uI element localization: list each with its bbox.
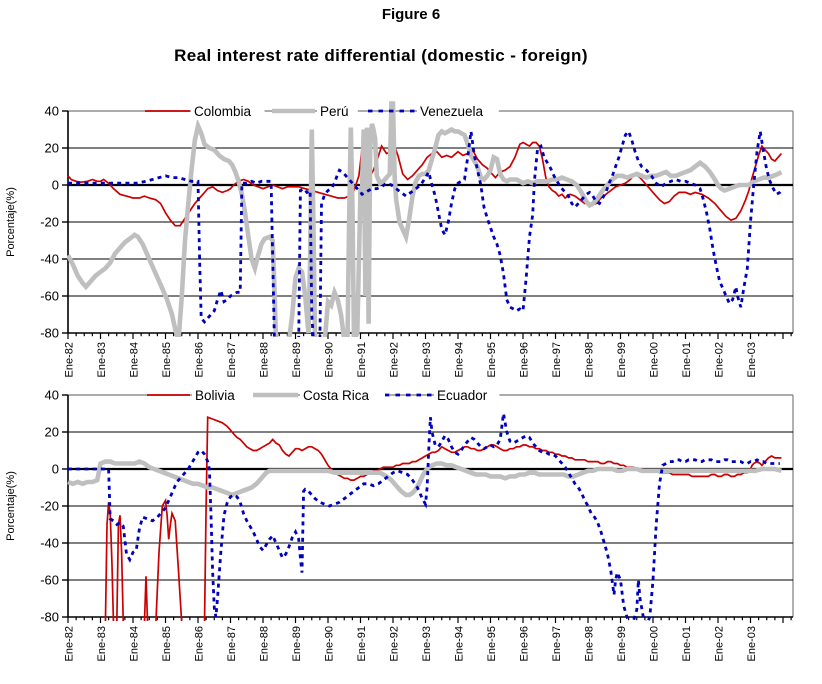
x-tick-label: Ene-86 — [194, 626, 206, 661]
x-tick-label: Ene-96 — [519, 342, 531, 377]
x-tick-label: Ene-90 — [324, 342, 336, 377]
x-tick-label: Ene-88 — [259, 626, 271, 661]
x-tick-label: Ene-01 — [681, 342, 693, 377]
y-tick-label: 0 — [52, 178, 59, 193]
x-tick-label: Ene-03 — [746, 342, 758, 377]
y-tick-label: 0 — [52, 462, 59, 477]
y-tick-label: -60 — [40, 289, 59, 304]
legend-label: Costa Rica — [303, 388, 370, 403]
y-axis-title: Porcentaje(%) — [5, 471, 17, 541]
y-tick-label: 40 — [45, 388, 59, 403]
x-tick-label: Ene-83 — [96, 342, 108, 377]
legend-label-bg — [417, 102, 499, 120]
series-line-perú — [67, 101, 783, 337]
x-tick-label: Ene-03 — [746, 626, 758, 661]
x-tick-label: Ene-97 — [551, 626, 563, 661]
legend-item-costa-rica: Costa Rica — [253, 386, 390, 404]
y-tick-label: -80 — [40, 326, 59, 341]
chart-bottom-svg: 40 20 0 -20 -40 -60 -80 Ene-82 Ene-83 Ene-84 Ene-8… — [5, 386, 794, 661]
x-tick-label: Ene-85 — [161, 342, 173, 377]
x-tick-label: Ene-94 — [454, 626, 466, 661]
x-tick-label: Ene-85 — [161, 626, 173, 661]
legend-label: Perú — [320, 104, 349, 119]
legend-label: Bolivia — [195, 388, 235, 403]
x-tick-label: Ene-98 — [584, 626, 596, 661]
series-line-bolivia — [104, 415, 782, 621]
chart-bottom-countries-bolivia-costarica-ecuador: 40 20 0 -20 -40 -60 -80 Ene-82 Ene-83 Ene-84 Ene-8… — [0, 378, 822, 684]
x-tick-label: Ene-99 — [616, 626, 628, 661]
legend-label-bg — [300, 386, 390, 404]
y-axis-title: Porcentaje(%) — [5, 187, 17, 257]
x-tick-label: Ene-82 — [64, 342, 76, 377]
x-tick-label: Ene-93 — [421, 626, 433, 661]
x-tick-label: Ene-87 — [226, 626, 238, 661]
x-tick-label: Ene-00 — [649, 626, 661, 661]
y-tick-label: -80 — [40, 610, 59, 625]
y-tick-label: 40 — [45, 104, 59, 119]
x-tick-label: Ene-87 — [226, 342, 238, 377]
x-tick-label: Ene-91 — [356, 342, 368, 377]
x-tick-label: Ene-02 — [714, 626, 726, 661]
y-tick-label: 20 — [45, 425, 59, 440]
x-tick-label: Ene-97 — [551, 342, 563, 377]
legend-item-venezuela: Venezuela — [368, 102, 499, 120]
series-line-venezuela — [68, 128, 783, 337]
x-tick-label: Ene-99 — [616, 342, 628, 377]
y-tick-label: -40 — [40, 536, 59, 551]
x-tick-label: Ene-96 — [519, 626, 531, 661]
figure-number: Figure 6 — [381, 6, 441, 23]
chart-top-svg: 40 20 0 -20 -40 -60 -80 Ene-82 Ene-83 Ene-84 Ene-8… — [5, 101, 794, 377]
y-tick-label: 20 — [45, 141, 59, 156]
y-tick-label: -20 — [40, 215, 59, 230]
x-tick-label: Ene-98 — [584, 342, 596, 377]
legend-item-bolivia: Bolivia — [147, 386, 258, 404]
legend-item-colombia: Colombia — [145, 102, 265, 120]
chart-top-countries-colombia-peru-venezuela: 40 20 0 -20 -40 -60 -80 Ene-82 Ene-83 Ene-84 Ene-8… — [0, 93, 822, 380]
x-tick-label: Ene-83 — [96, 626, 108, 661]
series-line-costa-rica — [67, 459, 783, 498]
x-tick-label: Ene-93 — [421, 342, 433, 377]
x-tick-label: Ene-91 — [356, 626, 368, 661]
x-tick-label: Ene-86 — [194, 342, 206, 377]
legend-label: Venezuela — [420, 104, 484, 119]
x-tick-label: Ene-94 — [454, 342, 466, 377]
x-tick-label: Ene-84 — [129, 342, 141, 377]
legend-label-bg — [192, 386, 258, 404]
x-tick-label: Ene-89 — [291, 626, 303, 661]
y-tick-label: -60 — [40, 573, 59, 588]
legend-item-perú: Perú — [272, 102, 358, 120]
x-tick-label: Ene-82 — [64, 626, 76, 661]
legend-item-ecuador: Ecuador — [385, 386, 500, 404]
x-tick-label: Ene-92 — [389, 342, 401, 377]
figure-title: Real interest rate differential (domesti… — [174, 46, 588, 65]
x-tick-label: Ene-90 — [324, 626, 336, 661]
series-line-colombia — [67, 141, 783, 227]
x-tick-label: Ene-02 — [714, 342, 726, 377]
y-tick-label: -20 — [40, 499, 59, 514]
x-tick-label: Ene-89 — [291, 342, 303, 377]
legend-label: Colombia — [194, 104, 252, 119]
x-tick-label: Ene-95 — [486, 626, 498, 661]
y-tick-label: -40 — [40, 252, 59, 267]
legend-label: Ecuador — [437, 388, 488, 403]
x-tick-label: Ene-84 — [129, 626, 141, 661]
x-tick-label: Ene-95 — [486, 342, 498, 377]
x-tick-label: Ene-01 — [681, 626, 693, 661]
x-tick-label: Ene-88 — [259, 342, 271, 377]
legend-label-bg — [434, 386, 500, 404]
x-tick-label: Ene-92 — [389, 626, 401, 661]
legend-label-bg — [191, 102, 265, 120]
x-tick-label: Ene-00 — [649, 342, 661, 377]
series-line-ecuador — [68, 413, 780, 621]
legend-label-bg — [317, 102, 358, 120]
